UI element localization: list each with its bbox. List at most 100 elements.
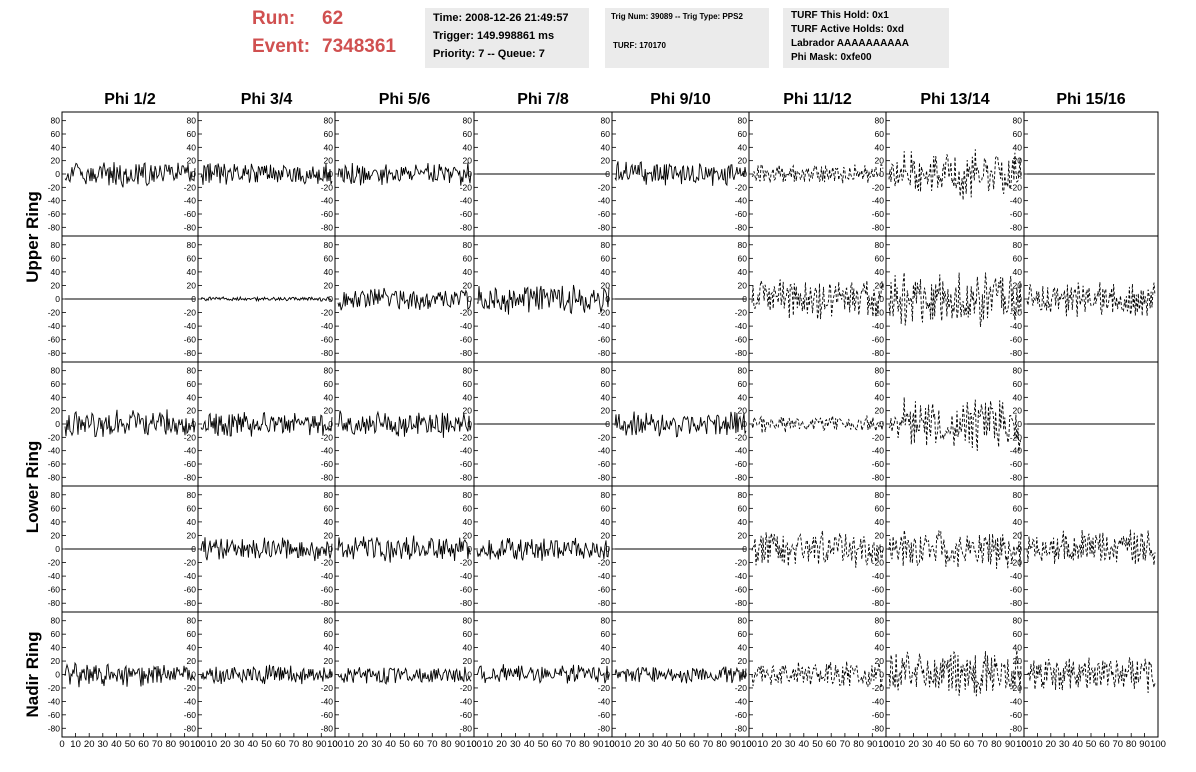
x-tick-label: 0 [59, 739, 64, 750]
y-tick-label: -80 [598, 723, 611, 733]
y-tick-label: 0 [742, 294, 747, 304]
y-tick-label: 60 [51, 629, 61, 639]
waveform-panel: -80 -60 -40 -20 0 20 40 60 80 [184, 361, 336, 487]
y-tick-label: 40 [51, 267, 61, 277]
x-tick-label: 10 [206, 739, 217, 750]
ring-label: Nadir Ring [23, 632, 42, 718]
y-tick-label: -40 [872, 446, 885, 456]
y-tick-label: 20 [187, 656, 197, 666]
waveform-trace [200, 537, 333, 562]
y-tick-label: 80 [324, 366, 334, 376]
y-tick-label: 0 [1017, 670, 1022, 680]
waveform-trace [614, 411, 747, 438]
x-tick-label: 10 [620, 739, 631, 750]
y-tick-label: -60 [598, 209, 611, 219]
y-tick-label: 0 [879, 670, 884, 680]
x-tick-label: 70 [840, 739, 851, 750]
y-tick-label: -80 [460, 598, 473, 608]
y-tick-label: 80 [51, 116, 61, 126]
y-tick-label: -40 [1010, 321, 1023, 331]
y-tick-label: 0 [467, 544, 472, 554]
x-tick-label: 50 [538, 739, 549, 750]
waveform-panel: -80 -60 -40 -20 0 20 40 60 80 [184, 111, 336, 237]
x-tick-label: 50 [950, 739, 961, 750]
y-tick-label: -20 [48, 432, 61, 442]
panel-frame [197, 111, 336, 237]
x-tick-label: 90 [455, 739, 466, 750]
y-tick-label: 40 [601, 267, 611, 277]
x-tick-label: 50 [812, 739, 823, 750]
y-tick-label: 20 [51, 156, 61, 166]
y-tick-label: 80 [324, 616, 334, 626]
x-tick-label: 70 [427, 739, 438, 750]
y-tick-label: 20 [51, 280, 61, 290]
x-tick-label: 40 [1072, 739, 1083, 750]
waveform-panel: -80 -60 -40 -20 0 20 40 60 80 [598, 111, 750, 237]
y-tick-label: -40 [598, 571, 611, 581]
y-tick-label: 40 [601, 142, 611, 152]
x-tick-label: 0 [883, 739, 888, 750]
y-tick-label: 20 [187, 156, 197, 166]
y-tick-label: 20 [324, 156, 334, 166]
waveform-panel: -80 -60 -40 -20 0 20 40 60 80 [460, 235, 613, 363]
y-tick-label: -40 [321, 196, 334, 206]
y-tick-label: 40 [738, 392, 748, 402]
x-tick-label: 70 [703, 739, 714, 750]
x-tick-label: 40 [111, 739, 122, 750]
y-tick-label: -80 [735, 472, 748, 482]
column-title: Phi 1/2 [104, 91, 156, 108]
y-tick-label: -20 [1010, 558, 1023, 568]
ring-label: Upper Ring [23, 191, 42, 283]
y-tick-label: 60 [601, 379, 611, 389]
waveform-trace [614, 161, 747, 187]
y-tick-label: 0 [605, 169, 610, 179]
y-tick-label: 80 [51, 240, 61, 250]
y-tick-label: 20 [463, 156, 473, 166]
y-tick-label: 60 [738, 379, 748, 389]
y-tick-label: 80 [1013, 616, 1023, 626]
y-tick-label: 60 [601, 629, 611, 639]
y-tick-label: -60 [184, 710, 197, 720]
y-tick-label: 60 [187, 253, 197, 263]
y-tick-label: 0 [191, 544, 196, 554]
x-tick-label: 10 [483, 739, 494, 750]
y-tick-label: 80 [601, 616, 611, 626]
y-tick-label: 0 [605, 544, 610, 554]
y-tick-label: -80 [1010, 222, 1023, 232]
labrador-text: Labrador AAAAAAAAAA [791, 38, 909, 49]
y-tick-label: 80 [463, 116, 473, 126]
y-tick-label: -40 [184, 446, 197, 456]
waveform-panel: -80 -60 -40 -20 0 20 40 60 80 [735, 611, 887, 738]
waveform-panel: -80 -60 -40 -20 0 20 40 60 80 [872, 611, 1025, 738]
y-tick-label: -80 [735, 222, 748, 232]
x-tick-label: 30 [371, 739, 382, 750]
y-tick-label: -20 [460, 683, 473, 693]
y-tick-label: 40 [875, 643, 885, 653]
y-tick-label: 60 [51, 503, 61, 513]
x-tick-label: 30 [922, 739, 933, 750]
y-tick-label: -20 [48, 558, 61, 568]
y-tick-label: -40 [872, 696, 885, 706]
y-tick-label: -40 [598, 696, 611, 706]
y-tick-label: -60 [1010, 585, 1023, 595]
time-info-box: Time: 2008-12-26 21:49:57 Trigger: 149.9… [425, 8, 589, 68]
y-tick-label: -20 [872, 683, 885, 693]
waveform-trace [888, 650, 1022, 697]
waveform-panel: -80 -60 -40 -20 0 20 40 60 80 [735, 111, 887, 237]
y-tick-label: -20 [48, 683, 61, 693]
waveform-panel: -80 -60 -40 -20 0 20 40 60 80 [321, 235, 475, 363]
y-tick-label: 20 [601, 156, 611, 166]
waveform-trace [337, 410, 472, 438]
x-tick-label: 70 [289, 739, 300, 750]
column-title: Phi 5/6 [379, 91, 431, 108]
x-tick-label: 70 [977, 739, 988, 750]
y-tick-label: 40 [601, 392, 611, 402]
y-tick-label: -20 [735, 683, 748, 693]
column-title: Phi 15/16 [1056, 91, 1125, 108]
y-tick-label: 60 [51, 129, 61, 139]
waveform-panel: -80 -60 -40 -20 0 20 40 60 80 [1010, 361, 1159, 487]
y-tick-label: 80 [1013, 490, 1023, 500]
y-tick-label: 40 [463, 392, 473, 402]
y-tick-label: 40 [738, 142, 748, 152]
y-tick-label: -80 [184, 472, 197, 482]
